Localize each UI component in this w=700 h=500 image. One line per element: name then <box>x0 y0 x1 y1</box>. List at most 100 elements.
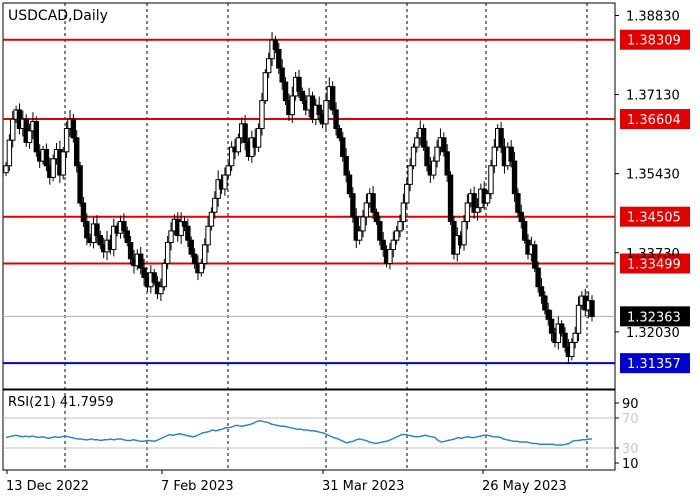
candle <box>202 238 208 270</box>
candle <box>161 259 167 291</box>
candle <box>346 170 353 198</box>
candle <box>151 269 157 286</box>
candle <box>538 277 545 304</box>
candle <box>282 77 289 105</box>
level-label-box <box>620 353 690 374</box>
candle <box>488 159 494 200</box>
candle <box>329 81 336 115</box>
candle <box>558 320 565 337</box>
candle <box>262 68 269 104</box>
level-label-box <box>620 29 690 50</box>
candlesticks <box>3 31 595 364</box>
current-price-label: 1.32363 <box>627 310 681 325</box>
candle <box>414 131 420 153</box>
candle <box>461 215 467 251</box>
candle <box>70 113 77 143</box>
candle <box>370 186 376 220</box>
candle <box>521 217 528 244</box>
candle <box>343 148 349 183</box>
candle <box>272 35 279 54</box>
candle <box>447 171 454 225</box>
candle <box>569 338 575 361</box>
candle <box>33 116 40 157</box>
level-label: 1.38309 <box>627 34 681 49</box>
price-tick-label: 1.35430 <box>626 168 680 183</box>
candle <box>484 189 491 207</box>
candle <box>532 240 538 272</box>
candle <box>127 236 134 265</box>
candle <box>360 209 366 238</box>
candle <box>575 296 582 342</box>
candle <box>74 130 80 173</box>
price-axis: 1.38830 1.37130 1.35430 1.33730 1.32030 <box>615 9 680 341</box>
candle <box>77 162 83 207</box>
candle <box>548 309 555 342</box>
price-tick-label: 1.33730 <box>626 247 680 262</box>
candle <box>158 278 164 302</box>
candle <box>185 218 191 248</box>
candle <box>542 291 548 315</box>
candle <box>168 222 174 251</box>
candle <box>255 123 262 152</box>
candle <box>63 121 70 159</box>
rsi-scale-label: 90 <box>622 397 639 412</box>
candle <box>474 198 481 221</box>
candle <box>299 87 306 104</box>
candle <box>141 258 147 286</box>
candle <box>3 162 9 177</box>
candle <box>279 59 285 90</box>
candle <box>289 86 295 123</box>
candle <box>400 193 407 230</box>
candle <box>404 178 410 208</box>
candle <box>535 261 541 293</box>
candle <box>80 197 87 227</box>
candle <box>316 96 322 123</box>
candle <box>491 138 498 174</box>
candle <box>276 42 282 74</box>
candle <box>397 214 403 238</box>
candle <box>373 208 380 225</box>
candle <box>235 133 242 156</box>
candle <box>407 158 413 192</box>
level-label-box <box>620 253 690 274</box>
candle <box>225 162 231 179</box>
candle <box>441 132 447 157</box>
candle <box>508 140 514 168</box>
candle <box>350 187 356 223</box>
candle <box>545 302 551 326</box>
current-price-box <box>620 306 690 327</box>
candle <box>228 141 235 172</box>
candle <box>333 102 339 136</box>
level-label: 1.36604 <box>627 113 681 128</box>
candle <box>111 218 117 257</box>
candle <box>138 247 144 275</box>
main-chart-frame <box>2 2 616 390</box>
candle <box>124 226 130 247</box>
candle <box>336 124 343 142</box>
candle <box>191 248 198 269</box>
candle <box>356 226 363 245</box>
candle <box>50 154 56 182</box>
candle <box>518 204 524 229</box>
candle <box>420 124 427 151</box>
date-label: 31 Mar 2023 <box>322 479 404 494</box>
level-label: 1.31357 <box>627 357 681 372</box>
candle <box>164 236 171 270</box>
candle <box>387 242 393 270</box>
candle <box>431 156 437 180</box>
candle <box>296 69 302 99</box>
candle <box>212 191 218 219</box>
candle <box>10 111 16 148</box>
candle <box>444 144 450 182</box>
candle <box>515 188 521 218</box>
candle <box>178 212 184 244</box>
candle <box>259 92 265 136</box>
level-label: 1.34505 <box>627 211 681 226</box>
rsi-label: RSI(21) 41.7959 <box>8 395 114 410</box>
candle <box>464 194 471 230</box>
candle <box>434 140 440 168</box>
price-tick-label: 1.37130 <box>626 89 680 104</box>
horizontal-levels: 1.38309 1.36604 1.34505 1.33499 1.31357 1.323… <box>3 29 690 374</box>
